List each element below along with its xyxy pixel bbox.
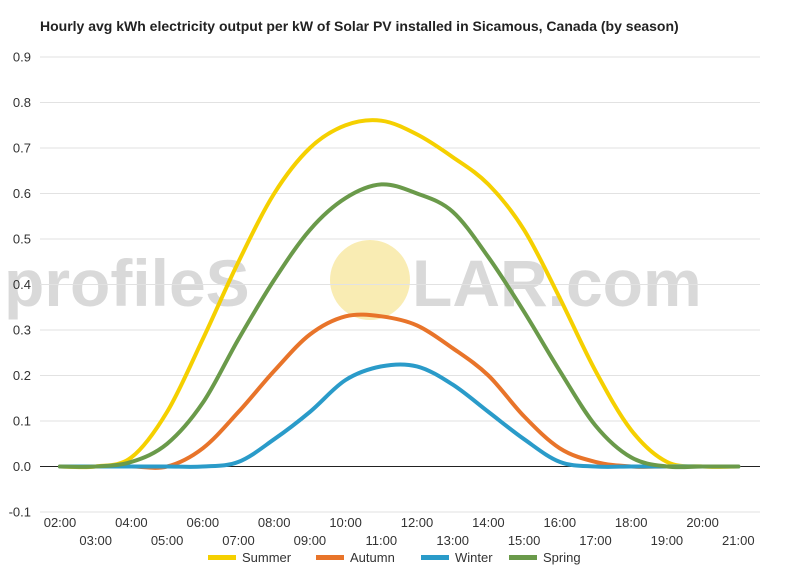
x-tick-label: 18:00 (615, 515, 648, 530)
y-tick-label: 0.7 (13, 141, 31, 156)
legend-swatch-winter (421, 555, 449, 560)
y-tick-label: 0.9 (13, 50, 31, 65)
y-tick-label: 0.6 (13, 186, 31, 201)
x-tick-label: 14:00 (472, 515, 505, 530)
legend: Summer Autumn Winter Spring (208, 550, 581, 565)
x-tick-label: 07:00 (222, 533, 255, 548)
y-tick-label: 0.4 (13, 277, 31, 292)
watermark-text-right: LAR.com (412, 246, 702, 320)
watermark-sun-icon (330, 240, 410, 320)
x-axis: 02:0003:0004:0005:0006:0007:0008:0009:00… (44, 515, 755, 548)
x-tick-label: 20:00 (686, 515, 719, 530)
y-tick-label: 0.8 (13, 95, 31, 110)
legend-label-winter: Winter (455, 550, 493, 565)
y-tick-label: 0.0 (13, 459, 31, 474)
series-line-autumn (58, 312, 741, 470)
x-tick-label: 15:00 (508, 533, 541, 548)
series-line-winter (58, 362, 741, 469)
x-tick-label: 09:00 (294, 533, 327, 548)
x-tick-label: 19:00 (651, 533, 684, 548)
legend-label-spring: Spring (543, 550, 581, 565)
x-tick-label: 05:00 (151, 533, 184, 548)
y-tick-label: 0.5 (13, 232, 31, 247)
watermark-logo: profileS LAR.com (4, 240, 702, 320)
y-tick-label: 0.1 (13, 414, 31, 429)
series-line-spring (58, 182, 741, 470)
chart-title: Hourly avg kWh electricity output per kW… (40, 18, 679, 34)
y-axis: -0.1 0.0 0.1 0.2 0.3 0.4 0.5 0.6 0.7 0.8 0.9 (9, 50, 31, 520)
y-tick-label: 0.2 (13, 368, 31, 383)
x-tick-label: 21:00 (722, 533, 755, 548)
x-tick-label: 16:00 (544, 515, 577, 530)
legend-swatch-autumn (316, 555, 344, 560)
x-tick-label: 12:00 (401, 515, 434, 530)
x-tick-label: 06:00 (187, 515, 220, 530)
x-tick-label: 11:00 (366, 533, 398, 548)
x-tick-label: 08:00 (258, 515, 291, 530)
x-tick-label: 04:00 (115, 515, 148, 530)
x-tick-label: 03:00 (79, 533, 112, 548)
series-line-summer (58, 118, 741, 470)
grid-lines (40, 56, 760, 513)
legend-label-autumn: Autumn (350, 550, 395, 565)
watermark-text-left: profileS (4, 246, 250, 320)
legend-swatch-spring (509, 555, 537, 560)
y-tick-label: -0.1 (9, 505, 31, 520)
x-tick-label: 02:00 (44, 515, 77, 530)
legend-swatch-summer (208, 555, 236, 560)
y-tick-label: 0.3 (13, 323, 31, 338)
x-tick-label: 10:00 (329, 515, 362, 530)
series-lines (58, 118, 741, 470)
legend-label-summer: Summer (242, 550, 292, 565)
x-tick-label: 13:00 (436, 533, 469, 548)
x-tick-label: 17:00 (579, 533, 612, 548)
